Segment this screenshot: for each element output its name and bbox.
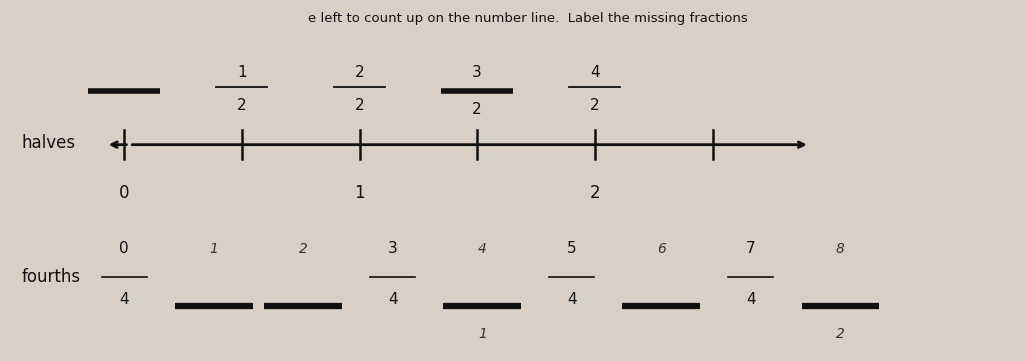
- Text: 2: 2: [590, 98, 599, 113]
- Text: 1: 1: [237, 65, 246, 80]
- Text: 2: 2: [355, 98, 364, 113]
- Text: 2: 2: [590, 184, 600, 202]
- Text: 8: 8: [836, 242, 844, 256]
- Text: 3: 3: [388, 241, 398, 256]
- Text: 5: 5: [567, 241, 577, 256]
- Text: halves: halves: [22, 134, 76, 152]
- Text: 2: 2: [355, 65, 364, 80]
- Text: 1: 1: [354, 184, 365, 202]
- Text: 4: 4: [478, 242, 486, 256]
- Text: 3: 3: [472, 65, 482, 80]
- Text: 0: 0: [119, 184, 129, 202]
- Text: 4: 4: [567, 292, 577, 306]
- Text: 4: 4: [746, 292, 756, 306]
- Text: 4: 4: [119, 292, 129, 306]
- Text: 2: 2: [836, 327, 844, 342]
- Text: 4: 4: [590, 65, 599, 80]
- Text: 1: 1: [478, 327, 486, 342]
- Text: e left to count up on the number line.  Label the missing fractions: e left to count up on the number line. L…: [309, 12, 748, 25]
- Text: 4: 4: [388, 292, 398, 306]
- Text: 1: 1: [209, 242, 219, 256]
- Text: 2: 2: [299, 242, 308, 256]
- Text: 7: 7: [746, 241, 756, 256]
- Text: 6: 6: [657, 242, 666, 256]
- Text: 2: 2: [472, 102, 482, 117]
- Text: 2: 2: [237, 98, 246, 113]
- Text: fourths: fourths: [22, 268, 81, 286]
- Text: 0: 0: [119, 241, 129, 256]
